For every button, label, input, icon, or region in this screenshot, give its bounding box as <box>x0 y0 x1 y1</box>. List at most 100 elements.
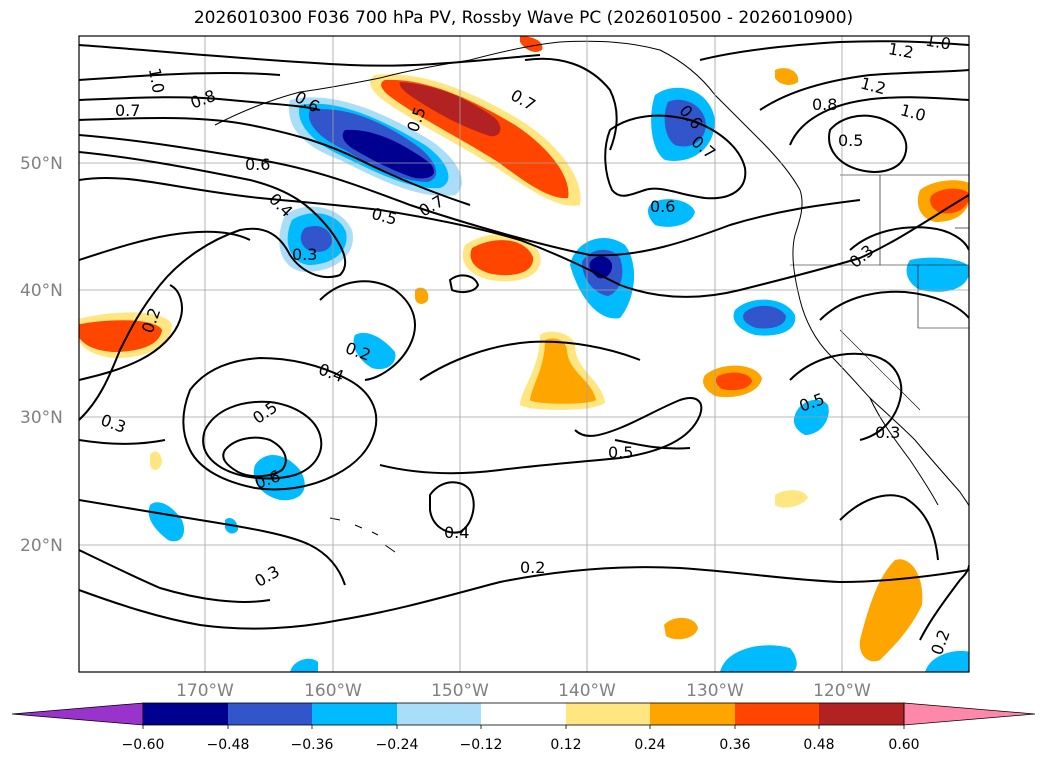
positive-anomaly-center-core <box>470 240 534 276</box>
colorbar-segment <box>397 703 481 725</box>
positive-anomaly-ridge-mid <box>381 79 569 199</box>
negative-anomaly-east-core <box>743 305 786 329</box>
contour-4 <box>79 116 471 206</box>
state-border-6 <box>839 329 921 411</box>
positive-anomaly-west-edge-core <box>79 320 162 352</box>
colorbar-segment <box>312 703 397 725</box>
contour-label: 0.4 <box>444 523 469 542</box>
contour-20 <box>614 439 691 450</box>
pv-contours <box>79 40 969 641</box>
contour-33 <box>79 439 166 445</box>
colorbar-segment <box>566 703 650 725</box>
colorbar-tick-label: 0.24 <box>634 737 665 753</box>
contour-30 <box>839 494 939 561</box>
positive-anomaly-mid-core <box>530 338 596 404</box>
lat-label-30n: 30°N <box>20 408 63 428</box>
contour-label: 1.0 <box>145 66 168 94</box>
contour-19 <box>379 397 703 475</box>
lon-label-120w: 120°W <box>813 681 871 701</box>
colorbar-extend-left <box>11 702 144 726</box>
colorbar-segment <box>143 703 228 725</box>
contour-label: 0.5 <box>608 443 633 462</box>
contour-8 <box>79 230 251 261</box>
positive-anomaly-small1 <box>664 617 698 640</box>
contour-label: 0.6 <box>650 197 675 216</box>
contour-5 <box>79 134 861 257</box>
colorbar-tick-label: 0.60 <box>888 737 919 753</box>
contour-label: 0.2 <box>520 558 545 577</box>
contour-15 <box>79 499 346 586</box>
negative-anomaly-coast <box>906 257 969 292</box>
positive-anomaly-ridge-core <box>399 82 501 137</box>
baja-coast <box>869 397 939 506</box>
colorbar-tick-label: −0.60 <box>122 737 165 753</box>
colorbar-tick-label: 0.36 <box>719 737 750 753</box>
positive-anomaly-small5 <box>775 68 799 85</box>
colorbar-segment <box>650 703 735 725</box>
negative-anomaly-small4 <box>647 199 695 227</box>
negative-anomaly-small1 <box>353 332 396 370</box>
colorbar-segment <box>481 703 566 725</box>
negative-anomaly-ne-core <box>664 99 706 147</box>
colorbar-tick-label: −0.48 <box>207 737 250 753</box>
pv-shading <box>79 36 969 672</box>
state-border-4 <box>917 265 969 329</box>
colorbar-tick-label: −0.36 <box>291 737 334 753</box>
contour-12 <box>222 436 287 478</box>
positive-anomaly-small6 <box>520 36 543 53</box>
west-coast-na <box>792 234 969 508</box>
longitude-axis: 170°W 160°W 150°W 140°W 130°W 120°W <box>176 681 871 701</box>
contour-1 <box>79 44 541 67</box>
positive-anomaly-small3 <box>415 287 429 304</box>
negative-anomaly-bottom2 <box>925 651 969 672</box>
gridlines <box>79 36 969 672</box>
contour-10 <box>182 356 378 491</box>
coastlines <box>214 40 969 553</box>
colorbar-segment <box>735 703 819 725</box>
contour-22 <box>789 96 969 146</box>
negative-anomaly-nw-max <box>342 129 435 179</box>
contour-label: 1.0 <box>924 31 952 54</box>
colorbar-tick-label: −0.12 <box>460 737 503 753</box>
contour-label: 0.3 <box>875 423 900 442</box>
positive-anomaly-east-core <box>715 372 752 391</box>
latitude-axis: 50°N 40°N 30°N 20°N <box>20 154 63 556</box>
contour-23 <box>759 69 969 111</box>
contour-2 <box>79 71 281 81</box>
lat-label-40n: 40°N <box>20 281 63 301</box>
map-frame <box>78 35 970 673</box>
contour-11 <box>202 400 323 480</box>
contour-13 <box>319 280 416 381</box>
contour-6 <box>79 151 347 421</box>
map-title: 2026010300 F036 700 hPa PV, Rossby Wave … <box>193 8 854 28</box>
contour-24 <box>699 40 969 61</box>
contour-7 <box>79 176 969 298</box>
contour-label: 0.7 <box>115 101 140 120</box>
contour-label: 0.6 <box>245 155 270 174</box>
lon-label-140w: 140°W <box>558 681 616 701</box>
contour-label: 0.8 <box>812 95 837 114</box>
contour-label: 0.3 <box>292 245 317 264</box>
contour-25 <box>604 114 747 200</box>
contour-27 <box>849 226 969 251</box>
lon-label-130w: 130°W <box>686 681 744 701</box>
colorbar-segment <box>819 703 904 725</box>
contour-label: 1.2 <box>887 39 915 62</box>
contour-14 <box>419 340 641 381</box>
contour-16 <box>79 549 271 603</box>
positive-anomaly-ne-core <box>930 188 969 214</box>
contour-28 <box>819 290 969 321</box>
contour-29 <box>789 352 903 441</box>
negative-anomaly-bottom3 <box>290 658 318 672</box>
colorbar: −0.60 −0.48 −0.36 −0.24 −0.12 0.12 0.24 … <box>11 702 1036 753</box>
hawaii-islands <box>329 517 396 553</box>
lat-label-50n: 50°N <box>20 154 63 174</box>
contour-3 <box>79 96 321 111</box>
positive-anomaly-small2 <box>150 451 162 470</box>
colorbar-tick-label: 0.12 <box>550 737 581 753</box>
contour-21 <box>828 114 908 173</box>
alaska-coast <box>214 40 803 236</box>
lon-label-170w: 170°W <box>176 681 234 701</box>
contour-26 <box>524 57 618 151</box>
